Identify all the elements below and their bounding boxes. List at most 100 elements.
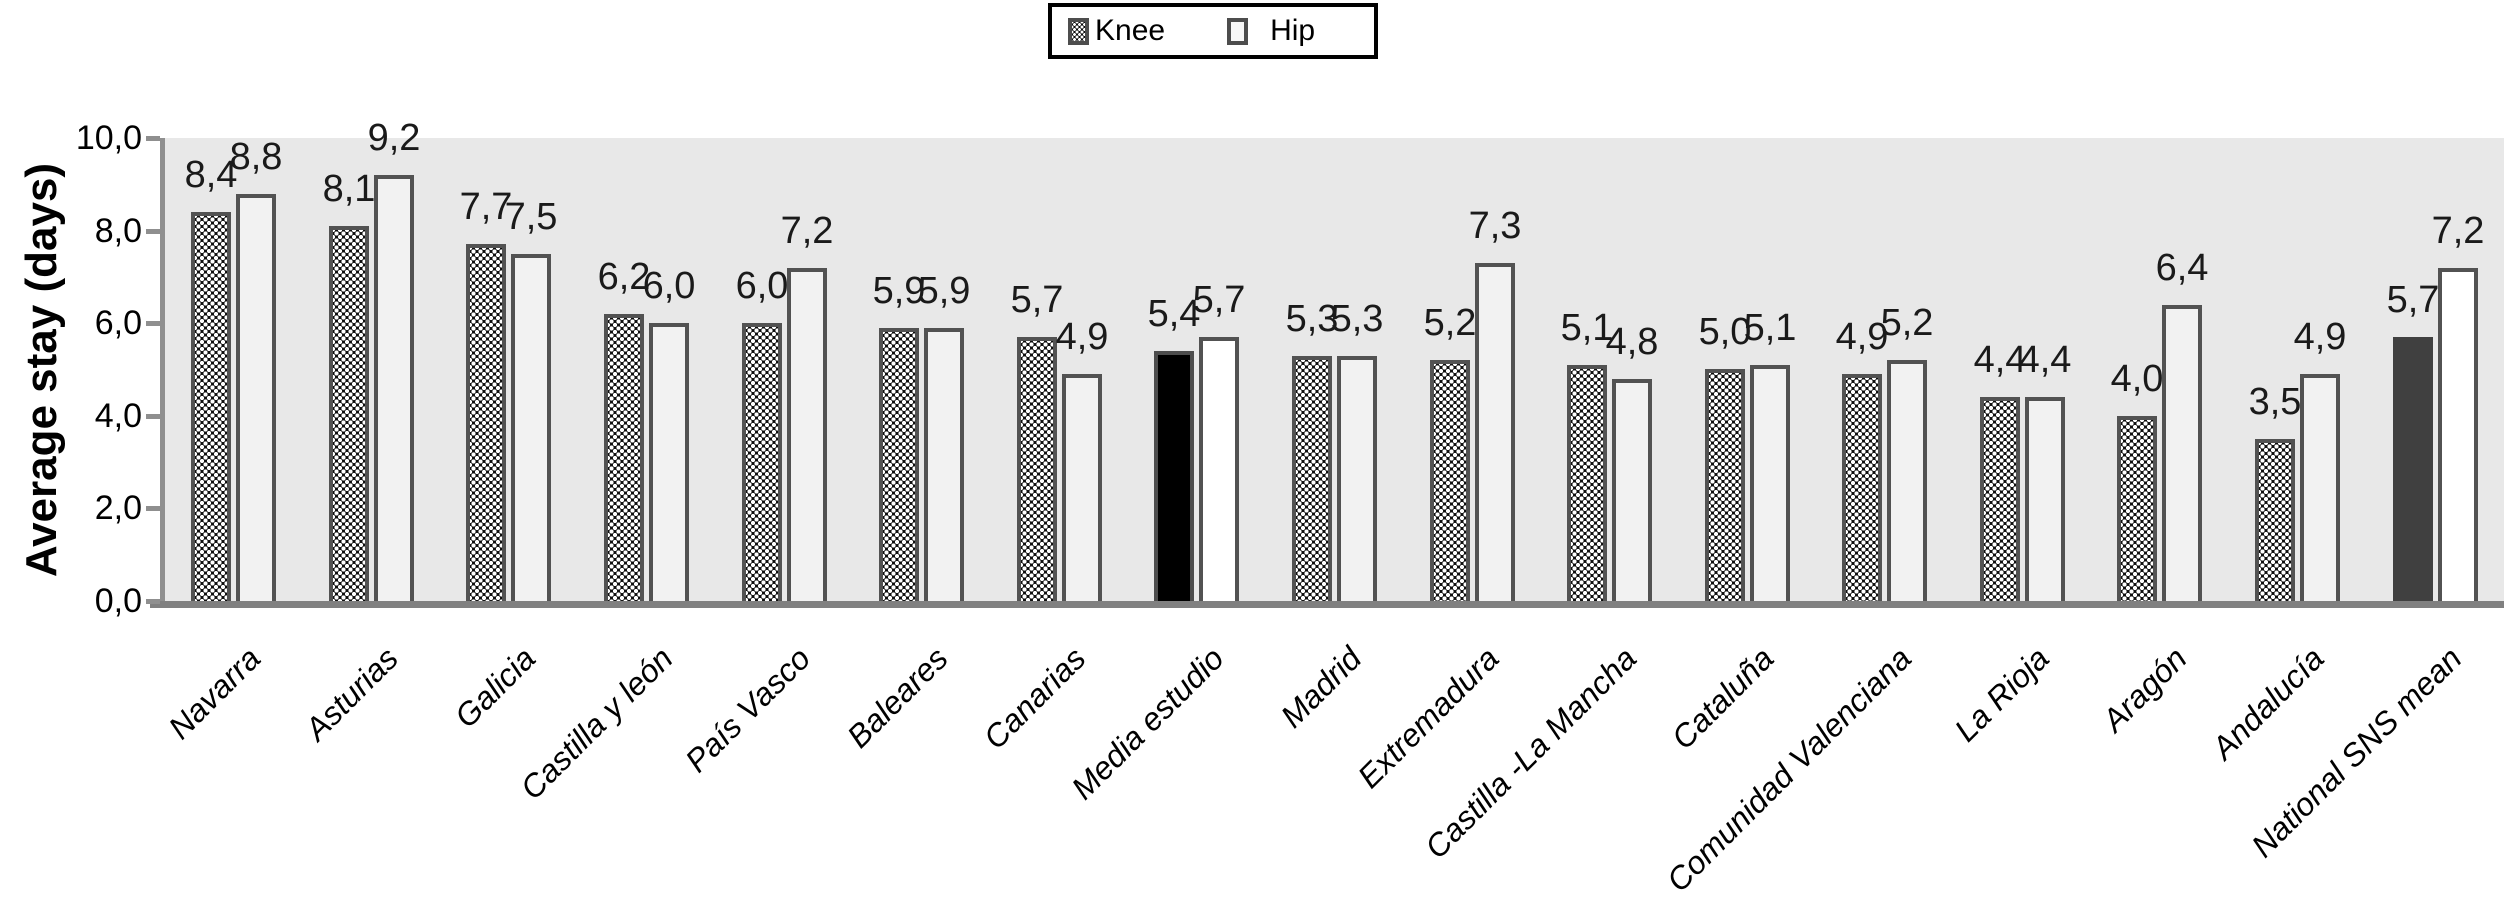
value-label-knee-castilla-y-leon: 6,2 [597, 256, 651, 298]
value-label-knee-baleares: 5,9 [872, 270, 926, 312]
value-label-hip-canarias: 4,9 [1055, 316, 1109, 358]
x-tick-label-la-rioja: La Rioja [1947, 640, 2056, 749]
bar-hip-castilla-y-leon [649, 323, 689, 601]
y-axis-line [160, 138, 165, 608]
value-label-hip-extremadura: 7,3 [1468, 205, 1522, 247]
x-tick-label-navarra: Navarra [161, 640, 268, 746]
bar-hip-navarra [236, 194, 276, 601]
y-tick-mark [146, 506, 160, 512]
bar-knee-andalucia [2255, 439, 2295, 601]
bar-hip-national-sns-mean [2438, 268, 2478, 601]
y-tick-mark [146, 599, 160, 604]
y-tick-label-10: 10,0 [75, 119, 142, 157]
knee-legend-swatch-icon [1068, 17, 1089, 45]
bar-knee-comunidad-valenciana [1842, 374, 1882, 601]
x-tick-label-baleares: Baleares [840, 640, 956, 755]
bar-knee-navarra [191, 212, 231, 601]
bar-hip-extremadura [1475, 263, 1515, 601]
x-tick-label-comunidad-valenciana: Comunidad Valenciana [1659, 640, 1919, 899]
y-tick-label-8: 8,0 [94, 211, 142, 250]
y-tick-mark [146, 413, 160, 419]
x-tick-label-andalucia: Andalucía [2204, 640, 2331, 767]
y-tick-label-6: 6,0 [94, 304, 142, 343]
bar-knee-extremadura [1430, 360, 1470, 601]
chart-legend: Knee Hip [1048, 3, 1378, 59]
x-tick-label-madrid: Madrid [1273, 640, 1368, 735]
value-label-hip-la-rioja: 4,4 [2018, 339, 2072, 381]
x-axis-line [150, 601, 2504, 608]
value-label-knee-comunidad-valenciana: 4,9 [1835, 316, 1889, 358]
value-label-knee-aragon: 4,0 [2110, 358, 2164, 400]
x-tick-label-cataluna: Cataluña [1664, 640, 1781, 757]
value-label-hip-madrid: 5,3 [1330, 298, 1384, 340]
y-tick-label-4: 4,0 [94, 396, 142, 435]
value-label-knee-galicia: 7,7 [459, 186, 513, 228]
value-label-knee-asturias: 8,1 [322, 168, 376, 210]
bar-knee-national-sns-mean [2393, 337, 2433, 601]
bar-knee-asturias [329, 226, 369, 601]
bar-knee-aragon [2117, 416, 2157, 601]
value-label-knee-pais-vasco: 6,0 [735, 265, 789, 307]
value-label-hip-navarra: 8,8 [229, 136, 283, 178]
bar-knee-castilla-y-leon [604, 314, 644, 601]
value-label-knee-andalucia: 3,5 [2248, 381, 2302, 423]
plot-area [165, 138, 2504, 601]
hip-legend-swatch-icon [1227, 17, 1249, 45]
bar-knee-la-rioja [1980, 397, 2020, 601]
value-label-hip-aragon: 6,4 [2155, 247, 2209, 289]
bar-hip-madrid [1337, 356, 1377, 601]
bar-hip-media-estudio [1199, 337, 1239, 601]
bar-knee-media-estudio [1154, 351, 1194, 601]
bar-knee-canarias [1017, 337, 1057, 601]
value-label-knee-extremadura: 5,2 [1423, 302, 1477, 344]
bar-hip-aragon [2162, 305, 2202, 601]
x-tick-label-asturias: Asturias [297, 640, 405, 748]
bar-hip-cataluna [1750, 365, 1790, 601]
value-label-knee-madrid: 5,3 [1285, 298, 1339, 340]
x-tick-label-galicia: Galicia [447, 640, 543, 735]
value-label-hip-galicia: 7,5 [504, 196, 558, 238]
value-label-knee-cataluna: 5,0 [1698, 311, 1752, 353]
bar-knee-madrid [1292, 356, 1332, 601]
value-label-hip-asturias: 9,2 [367, 117, 421, 159]
x-tick-label-pais-vasco: País Vasco [678, 640, 818, 780]
x-tick-label-extremadura: Extremadura [1350, 640, 1506, 795]
bar-hip-canarias [1062, 374, 1102, 601]
bar-hip-comunidad-valenciana [1887, 360, 1927, 601]
y-tick-mark [146, 136, 160, 141]
value-label-knee-la-rioja: 4,4 [1973, 339, 2027, 381]
y-tick-label-2: 2,0 [94, 489, 142, 528]
bar-hip-galicia [511, 254, 551, 601]
value-label-knee-media-estudio: 5,4 [1147, 293, 1201, 335]
value-label-knee-canarias: 5,7 [1010, 279, 1064, 321]
value-label-hip-comunidad-valenciana: 5,2 [1880, 302, 1934, 344]
value-label-knee-castilla-la-mancha: 5,1 [1560, 307, 1614, 349]
value-label-hip-castilla-y-leon: 6,0 [642, 265, 696, 307]
y-tick-label-0: 0,0 [94, 582, 142, 620]
value-label-knee-navarra: 8,4 [184, 154, 238, 196]
value-label-hip-cataluna: 5,1 [1743, 307, 1797, 349]
bar-hip-andalucia [2300, 374, 2340, 601]
x-tick-label-aragon: Aragón [2094, 640, 2194, 739]
bar-knee-galicia [466, 244, 506, 601]
bar-knee-pais-vasco [742, 323, 782, 601]
value-label-hip-media-estudio: 5,7 [1192, 279, 1246, 321]
bar-hip-la-rioja [2025, 397, 2065, 601]
bar-knee-castilla-la-mancha [1567, 365, 1607, 601]
bar-knee-baleares [879, 328, 919, 601]
bar-hip-baleares [924, 328, 964, 601]
x-tick-label-canarias: Canarias [976, 640, 1093, 757]
value-label-knee-national-sns-mean: 5,7 [2386, 279, 2440, 321]
bar-knee-cataluna [1705, 369, 1745, 601]
value-label-hip-andalucia: 4,9 [2293, 316, 2347, 358]
y-tick-mark [146, 228, 160, 234]
bar-hip-castilla-la-mancha [1612, 379, 1652, 601]
legend-label-knee: Knee [1095, 14, 1166, 47]
legend-label-hip: Hip [1270, 14, 1316, 47]
value-label-hip-pais-vasco: 7,2 [780, 210, 834, 252]
value-label-hip-baleares: 5,9 [917, 270, 971, 312]
bar-hip-asturias [374, 175, 414, 601]
value-label-hip-castilla-la-mancha: 4,8 [1605, 321, 1659, 363]
bar-hip-pais-vasco [787, 268, 827, 601]
